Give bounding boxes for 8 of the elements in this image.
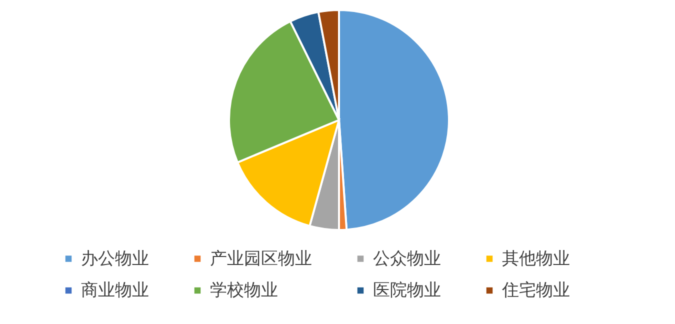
legend-label: 学校物业 [210, 280, 278, 300]
legend-label: 公众物业 [373, 248, 441, 269]
legend-label: 住宅物业 [501, 280, 570, 300]
legend-label: 产业园区物业 [210, 248, 312, 269]
legend-label: 办公物业 [81, 248, 149, 269]
legend-label: 其他物业 [502, 248, 570, 269]
legend-label: 商业物业 [81, 280, 149, 300]
legend-label: 医院物业 [373, 280, 441, 300]
